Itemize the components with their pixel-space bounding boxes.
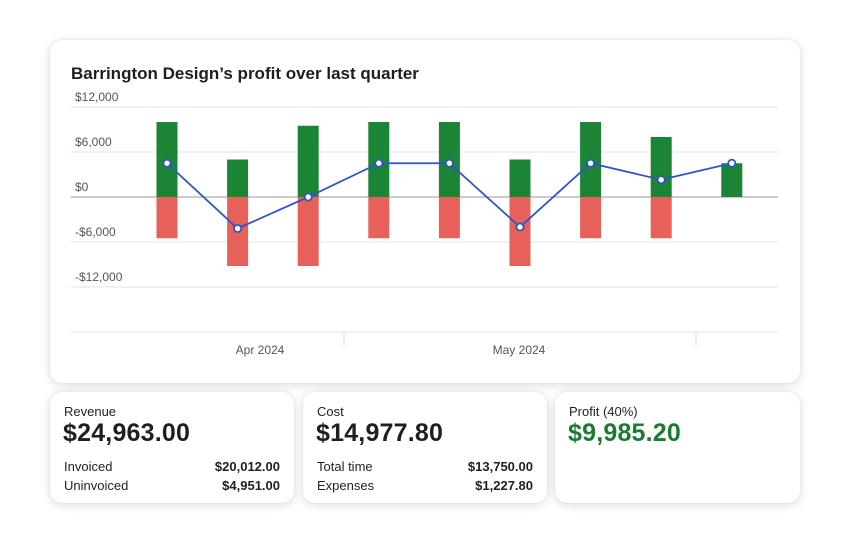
y-tick-label: -$12,000 <box>75 270 123 284</box>
x-tick-label: Apr 2024 <box>236 343 285 357</box>
y-tick-label: $0 <box>75 180 89 194</box>
invoiced-value: $20,012.00 <box>214 459 280 474</box>
expenses-label: Expenses <box>317 478 375 493</box>
uninvoiced-label: Uninvoiced <box>64 478 129 493</box>
revenue-bar <box>297 125 319 197</box>
revenue-label: Revenue <box>64 404 117 419</box>
revenue-bar <box>509 159 531 197</box>
profit-point <box>374 158 384 168</box>
cost-value: $14,977.80 <box>316 419 444 447</box>
profit-chart: $12,000 $6,000 $0 -$6,000 -$12,000 Apr 2024 Ma… <box>71 90 778 357</box>
profit-point <box>656 175 666 185</box>
cost-bar <box>368 197 390 239</box>
profit-point <box>586 158 596 168</box>
revenue-card: Revenue $24,963.00 Invoiced $20,012.00 U… <box>50 392 294 503</box>
profit-point <box>727 158 737 168</box>
chart-title: Barrington Design’s profit over last qua… <box>71 64 419 83</box>
cost-bar <box>580 197 602 239</box>
profit-label: Profit (40%) <box>569 404 638 419</box>
revenue-value: $24,963.00 <box>63 419 191 447</box>
cost-bar <box>438 197 460 239</box>
cost-bar <box>650 197 672 239</box>
profit-point <box>162 158 172 168</box>
profit-point <box>444 158 454 168</box>
profit-card: Profit (40%) $9,985.20 <box>555 392 800 503</box>
profit-chart-card: $12,000 $6,000 $0 -$6,000 -$12,000 Apr 2024 Ma… <box>50 40 800 383</box>
x-tick-label: May 2024 <box>493 343 546 357</box>
cost-card: Cost $14,977.80 Total time $13,750.00 Ex… <box>303 392 547 503</box>
profit-point <box>233 223 243 233</box>
cost-bar <box>297 197 319 266</box>
cost-bar <box>156 197 178 239</box>
total-time-label: Total time <box>317 459 373 474</box>
y-tick-label: $12,000 <box>75 90 119 104</box>
y-tick-label: -$6,000 <box>75 225 116 239</box>
y-tick-label: $6,000 <box>75 135 112 149</box>
revenue-bar <box>721 163 743 197</box>
profit-point <box>515 222 525 232</box>
expenses-value: $1,227.80 <box>475 478 533 493</box>
cost-label: Cost <box>317 404 344 419</box>
profit-value: $9,985.20 <box>568 419 682 447</box>
uninvoiced-value: $4,951.00 <box>222 478 280 493</box>
total-time-value: $13,750.00 <box>467 459 533 474</box>
cost-bar <box>509 197 531 266</box>
invoiced-label: Invoiced <box>64 459 113 474</box>
profit-point <box>303 192 313 202</box>
revenue-bar <box>227 159 249 197</box>
revenue-bar <box>650 137 672 197</box>
